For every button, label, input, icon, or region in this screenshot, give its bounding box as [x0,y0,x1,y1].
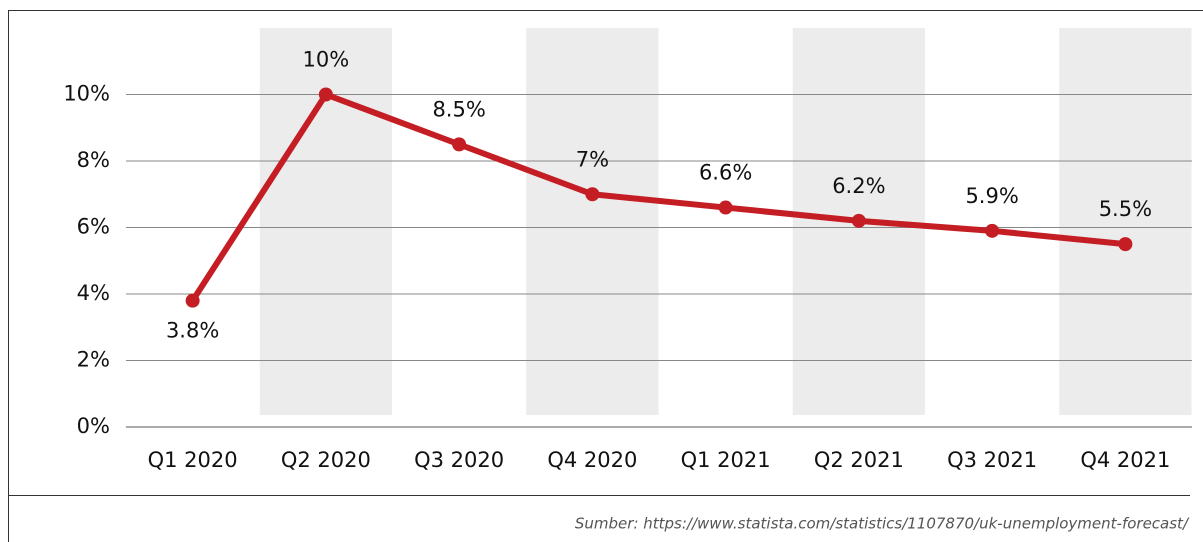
data-label: 5.5% [1099,197,1152,221]
x-tick-label: Q2 2020 [281,448,371,472]
band-shade [259,28,392,415]
point [985,223,1000,238]
data-label: 6.2% [832,174,885,198]
source: Sumber: https://www.statista.com/statist… [575,515,1190,533]
point [851,213,866,228]
point [185,293,200,308]
y-tick-label: 4% [77,281,110,305]
line [190,91,1126,303]
x-tick-label: Q3 2021 [947,448,1037,472]
point [585,187,600,202]
point [452,137,467,152]
point [318,87,333,102]
x-tick-label: Q1 2020 [148,448,238,472]
point [1118,237,1133,252]
x-tick-label: Q4 2021 [1080,448,1170,472]
data-label: 5.9% [965,184,1018,208]
y-tick-label: 2% [77,348,110,372]
data-label: 8.5% [432,97,485,121]
x-tick-label: Q2 2021 [814,448,904,472]
band-shade [1059,28,1192,415]
y-tick-label: 10% [63,82,110,106]
x-tick-label: Q4 2020 [547,448,637,472]
x-tick-label: Q1 2021 [681,448,771,472]
data-label: 7% [576,147,609,171]
data-label: 10% [303,48,350,72]
data-label: 3.8% [166,319,219,343]
y-tick-label: 6% [77,215,110,239]
x-tick-label: Q3 2020 [414,448,504,472]
point [718,200,733,215]
y-tick-label: 0% [77,414,110,438]
y-tick-label: 8% [77,148,110,172]
band-shade [526,28,659,415]
data-label: 6.6% [699,161,752,185]
